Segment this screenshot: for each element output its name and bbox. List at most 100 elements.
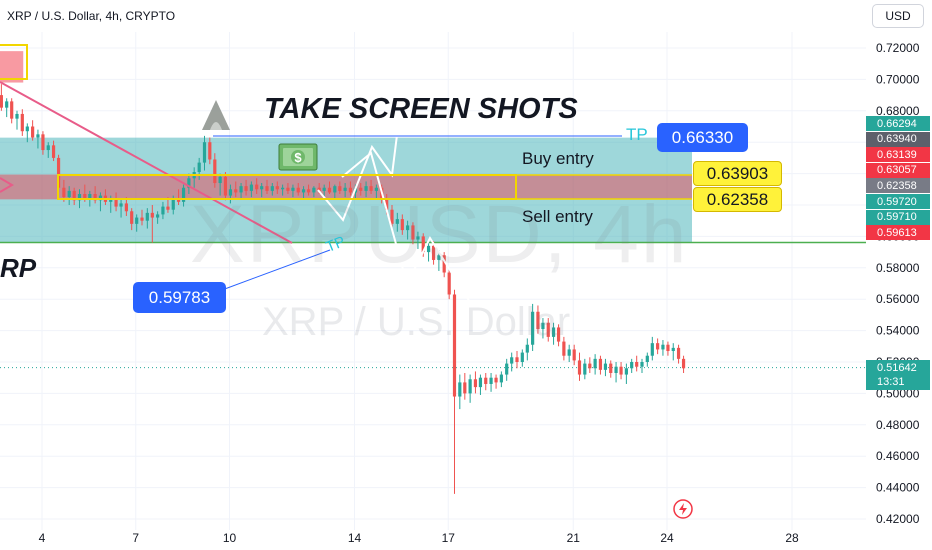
candle-body <box>541 322 545 330</box>
entry-rect-outline[interactable] <box>57 174 517 200</box>
y-tick-label: 0.56000 <box>876 292 920 306</box>
top-left-red-box[interactable] <box>0 51 24 83</box>
candle-body <box>484 377 488 384</box>
candle-body <box>531 311 535 345</box>
candle-body <box>562 341 566 356</box>
watermark-sub: XRP / U.S. Dollar <box>262 300 571 344</box>
candle-body <box>452 294 457 397</box>
candle-body <box>5 101 9 108</box>
x-tick-label: 28 <box>785 531 799 545</box>
candle-body <box>181 187 186 202</box>
price-label: 0.59720 <box>866 194 930 209</box>
candle-body <box>166 206 170 210</box>
top-left-box-outline[interactable] <box>0 44 28 80</box>
candle-body <box>598 358 603 370</box>
candle-body <box>333 186 337 193</box>
candle-body <box>286 187 290 191</box>
y-tick-label: 0.48000 <box>876 418 920 432</box>
candle-body <box>676 347 681 359</box>
candle-body <box>473 379 478 388</box>
candle-body <box>515 357 519 362</box>
tp-top-value-box[interactable]: 0.66330 <box>657 123 748 152</box>
candle-body <box>359 187 363 191</box>
candle-body <box>619 366 623 375</box>
buy-entry-value-box[interactable]: 0.63903 <box>693 161 782 186</box>
candle-body <box>98 195 103 201</box>
candle-body <box>10 101 14 119</box>
candle-body <box>390 209 394 224</box>
candle-body <box>25 126 29 132</box>
candle-body <box>431 245 436 260</box>
candle-body <box>645 355 649 362</box>
price-label: 0.59613 <box>866 225 930 241</box>
price-label: 0.63139 <box>866 147 930 163</box>
candle-body <box>88 194 92 199</box>
candle-body <box>239 186 243 193</box>
candle-body <box>145 212 149 221</box>
candle-body <box>567 349 571 356</box>
candle-body <box>218 176 222 184</box>
candle-body <box>583 363 587 375</box>
x-tick-label: 10 <box>223 531 237 545</box>
tp-left-line <box>221 249 331 291</box>
current-price-value: 0.51642 <box>877 362 917 374</box>
candles <box>0 84 686 494</box>
x-tick-label: 24 <box>660 531 674 545</box>
candle-body <box>317 187 321 191</box>
candle-body <box>614 366 618 373</box>
price-label: 0.62358 <box>866 178 930 194</box>
logo-shape <box>202 100 230 130</box>
candle-body <box>442 255 446 273</box>
candle-body <box>536 311 540 330</box>
projection-up-arrowhead <box>389 122 407 134</box>
candle-body <box>468 379 472 394</box>
candle-body <box>281 187 285 190</box>
drawings: $ <box>0 44 693 519</box>
candle-body <box>588 363 592 369</box>
candle-body <box>510 357 514 364</box>
candle-body <box>421 236 425 253</box>
tp-left-value-box[interactable]: 0.59783 <box>133 282 226 313</box>
candle-body <box>46 145 50 151</box>
candle-body <box>255 184 259 190</box>
candle-body <box>609 363 613 373</box>
lightning-icon[interactable] <box>673 499 693 519</box>
price-label: 0.63057 <box>866 162 930 178</box>
red-zone[interactable] <box>0 174 692 200</box>
projection-down-arrowhead <box>485 334 501 350</box>
y-tick-label: 0.58000 <box>876 261 920 275</box>
sell-entry-value-box[interactable]: 0.62358 <box>693 187 782 212</box>
candle-body <box>406 225 410 231</box>
candle-body <box>426 245 431 253</box>
current-price-label: 0.51642 13:31 <box>866 360 930 390</box>
candle-body <box>395 219 399 224</box>
x-tick-label: 17 <box>442 531 456 545</box>
y-tick-label: 0.68000 <box>876 104 920 118</box>
candle-body <box>343 187 347 191</box>
x-tick-label: 21 <box>567 531 581 545</box>
svg-text:$: $ <box>294 150 302 165</box>
candle-body <box>150 212 154 218</box>
trendline-pink[interactable] <box>0 81 293 244</box>
candle-body <box>265 186 269 191</box>
candle-body <box>296 187 300 193</box>
tp-top-label: TP <box>626 125 648 144</box>
x-tick-label: 4 <box>39 531 46 545</box>
pink-arrow-tip <box>0 177 14 193</box>
current-price-countdown: 13:31 <box>877 376 905 388</box>
candle-body <box>505 363 509 375</box>
candle-body <box>161 206 165 215</box>
candle-body <box>447 272 451 295</box>
candle-body <box>114 198 118 207</box>
candle-body <box>301 189 306 193</box>
candle-body <box>77 194 82 201</box>
candle-body <box>275 186 279 190</box>
candle-body <box>312 187 316 193</box>
price-label: 0.59710 <box>866 209 930 225</box>
candle-body <box>51 145 56 158</box>
currency-button[interactable]: USD <box>872 4 924 28</box>
candle-body <box>661 344 665 350</box>
candle-body <box>260 186 264 190</box>
y-tick-label: 0.70000 <box>876 72 920 86</box>
candle-body <box>202 142 207 163</box>
